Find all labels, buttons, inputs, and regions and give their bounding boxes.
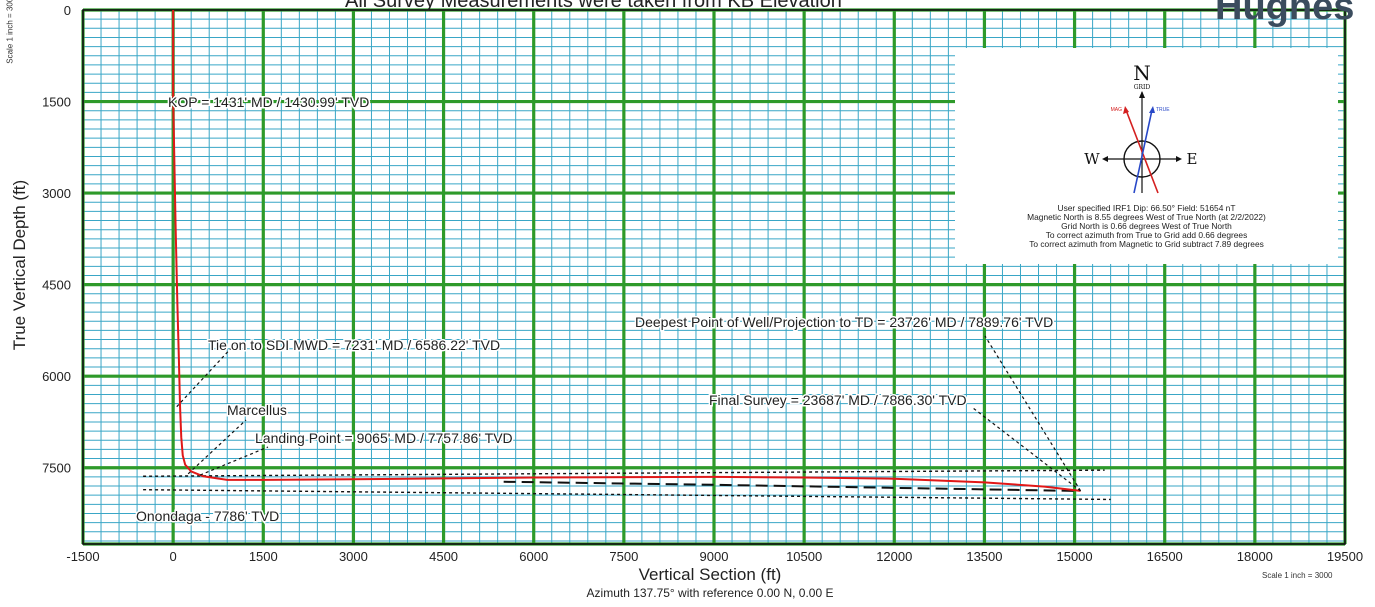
y-axis-label: True Vertical Depth (ft) — [10, 179, 29, 351]
y-tick-label: 1500 — [42, 95, 71, 110]
x-tick-label: 13500 — [966, 549, 1002, 564]
leader-line — [176, 343, 236, 408]
well-path-line — [172, 10, 1081, 492]
x-tick-label: 18000 — [1237, 549, 1273, 564]
x-tick-label: 16500 — [1147, 549, 1183, 564]
east-letter: E — [1187, 150, 1198, 168]
annotation-onondaga: Onondaga - 7786' TVD — [136, 508, 279, 524]
magnetic-north-line — [1125, 109, 1159, 194]
compass-note-line: Magnetic North is 8.55 degrees West of T… — [1027, 212, 1266, 222]
x-tick-label: 1500 — [249, 549, 278, 564]
x-axis-label: Vertical Section (ft) — [638, 565, 782, 584]
compass-rose: N GRID MAG TRUE W E — [1084, 61, 1198, 194]
annotation-final-survey: Final Survey = 23687' MD / 7886.30' TVD — [709, 392, 967, 408]
x-tick-label: 19500 — [1327, 549, 1363, 564]
west-arrow-icon — [1102, 156, 1108, 162]
north-letter: N — [1133, 61, 1151, 85]
compass-note-line: To correct azimuth from True to Grid add… — [1045, 230, 1248, 240]
compass-panel: N GRID MAG TRUE W E User specified IRF1 … — [955, 48, 1338, 264]
y-tick-label: 6000 — [42, 369, 71, 384]
annotation-landing-point: Landing Point = 9065' MD / 7757.86' TVD — [255, 430, 513, 446]
grid-arrow-icon — [1139, 91, 1145, 98]
leader-line — [187, 419, 247, 475]
x-tick-label: 0 — [170, 549, 177, 564]
formation-line — [143, 469, 1105, 477]
x-tick-label: 4500 — [429, 549, 458, 564]
compass-note-line: Grid North is 0.66 degrees West of True … — [1061, 221, 1232, 231]
x-tick-label: 6000 — [519, 549, 548, 564]
x-tick-label: 7500 — [609, 549, 638, 564]
compass-note-line: To correct azimuth from Magnetic to Grid… — [1029, 239, 1264, 249]
mag-label: MAG — [1111, 107, 1123, 113]
x-tick-label: 3000 — [339, 549, 368, 564]
x-tick-label: 9000 — [700, 549, 729, 564]
x-tick-label: 15000 — [1056, 549, 1092, 564]
x-tick-label: 12000 — [876, 549, 912, 564]
annotations: KOP = 1431' MD / 1430.99' TVD Tie on to … — [135, 93, 1055, 526]
y-tick-label: 3000 — [42, 186, 71, 201]
annotation-deepest-point: Deepest Point of Well/Projection to TD =… — [635, 314, 1053, 330]
annotation-marcellus: Marcellus — [227, 402, 287, 418]
leader-line — [972, 407, 1081, 492]
east-arrow-icon — [1176, 156, 1182, 162]
chart-title: All Survey Measurements were taken from … — [345, 0, 842, 12]
leader-line — [171, 97, 174, 101]
y-tick-label: 7500 — [42, 461, 71, 476]
leader-line — [199, 446, 269, 476]
azimuth-note: Azimuth 137.75° with reference 0.00 N, 0… — [586, 586, 834, 600]
annotation-leaders — [171, 97, 1082, 492]
true-arrow-icon — [1149, 106, 1155, 113]
axis-ticks: -1500 0 1500 3000 4500 6000 7500 9000 10500 12000… — [42, 3, 1363, 564]
true-label: TRUE — [1156, 107, 1170, 113]
grid-label: GRID — [1134, 84, 1151, 91]
annotation-tie-on: Tie on to SDI MWD = 7231' MD / 6586.22' … — [208, 337, 500, 353]
compass-notes: User specified IRF1 Dip: 66.50° Field: 5… — [955, 204, 1338, 249]
true-north-line — [1133, 109, 1153, 194]
leader-line — [984, 335, 1082, 492]
y-tick-label: 4500 — [42, 278, 71, 293]
x-tick-label: -1500 — [66, 549, 99, 564]
scale-note-right: Scale 1 inch = 3000 — [1262, 571, 1333, 580]
y-tick-label: 0 — [64, 3, 71, 18]
x-tick-label: 10500 — [786, 549, 822, 564]
magnetic-arrow-icon — [1123, 106, 1129, 114]
plot-frame — [82, 9, 1346, 545]
west-letter: W — [1084, 150, 1100, 168]
annotation-kop: KOP = 1431' MD / 1430.99' TVD — [168, 94, 369, 110]
well-path — [172, 10, 1081, 492]
company-logo: Hughes — [1215, 0, 1355, 28]
formation-lines — [143, 469, 1111, 501]
formation-line — [143, 488, 1111, 501]
compass-note-line: User specified IRF1 Dip: 66.50° Field: 5… — [1057, 203, 1236, 213]
scale-note-left: Scale 1 inch = 3000 — [5, 0, 15, 64]
